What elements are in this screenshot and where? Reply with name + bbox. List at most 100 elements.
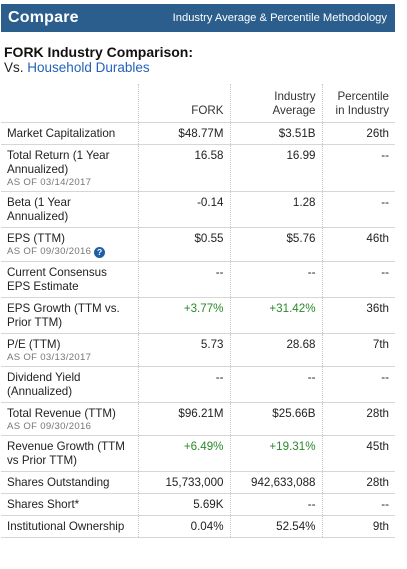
metric-label: Institutional Ownership xyxy=(7,520,132,534)
as-of-date: AS OF 09/30/2016 xyxy=(7,245,92,257)
help-icon[interactable]: ? xyxy=(94,246,106,258)
fork-value: $0.55 xyxy=(137,227,230,261)
comparison-vs-line: Vs. Household Durables xyxy=(4,60,150,75)
percentile-value: 28th xyxy=(321,402,395,435)
metric-label-text: Total Return (1 Year Annualized) xyxy=(7,148,110,176)
fork-value: +6.49% xyxy=(137,435,230,471)
comparison-table: FORK Industry Average Percentile in Indu… xyxy=(1,84,395,538)
industry-link[interactable]: Household Durables xyxy=(27,60,150,75)
percentile-value: -- xyxy=(321,493,395,515)
table-row: Revenue Growth (TTM vs Prior TTM) +6.49% +… xyxy=(1,435,395,471)
metric-cell: Total Revenue (TTM) AS OF 09/30/2016 xyxy=(1,402,138,435)
table-row: P/E (TTM) AS OF 03/13/2017 5.73 28.68 7th xyxy=(1,333,395,366)
fork-value: $96.21M xyxy=(137,402,230,435)
industry-average-value: -- xyxy=(229,366,322,402)
table-row: Current Consensus EPS Estimate -- -- -- xyxy=(1,261,395,297)
table-row: EPS (TTM) AS OF 09/30/2016? $0.55 $5.76 46th xyxy=(1,227,395,261)
fork-value: 16.58 xyxy=(137,144,230,191)
industry-average-value: 28.68 xyxy=(229,333,322,366)
metric-label: Market Capitalization xyxy=(7,127,132,141)
metric-label-text: Market Capitalization xyxy=(7,126,116,140)
fork-value: $48.77M xyxy=(137,122,230,144)
fork-value: -- xyxy=(137,366,230,402)
header-symbol: FORK xyxy=(137,84,230,122)
metric-cell: Shares Outstanding xyxy=(1,471,138,493)
table-row: Shares Outstanding 15,733,000 942,633,088 2… xyxy=(1,471,395,493)
metric-label: Beta (1 Year Annualized) xyxy=(7,196,132,224)
industry-average-value: $5.76 xyxy=(229,227,322,261)
percentile-value: -- xyxy=(321,366,395,402)
metric-label: Shares Outstanding xyxy=(7,476,132,490)
table-row: Dividend Yield (Annualized) -- -- -- xyxy=(1,366,395,402)
comparison-title: FORK Industry Comparison: xyxy=(4,44,194,60)
fork-value: -0.14 xyxy=(137,191,230,227)
table-row: Institutional Ownership 0.04% 52.54% 9th xyxy=(1,515,395,537)
metric-cell: EPS (TTM) AS OF 09/30/2016? xyxy=(1,227,138,261)
fork-value: -- xyxy=(137,261,230,297)
industry-average-value: -- xyxy=(229,261,322,297)
industry-average-value: 1.28 xyxy=(229,191,322,227)
metric-label-text: Institutional Ownership xyxy=(7,519,125,533)
metric-label: EPS Growth (TTM vs. Prior TTM) xyxy=(7,302,132,330)
metric-label: EPS (TTM) xyxy=(7,232,132,246)
industry-average-value: +19.31% xyxy=(229,435,322,471)
header-percentile: Percentile in Industry xyxy=(321,84,395,122)
metric-label: Dividend Yield (Annualized) xyxy=(7,371,132,399)
industry-average-value: 52.54% xyxy=(229,515,322,537)
metric-label: Total Return (1 Year Annualized) xyxy=(7,149,132,177)
percentile-value: -- xyxy=(321,191,395,227)
fork-value: +3.77% xyxy=(137,297,230,333)
table-header-row: FORK Industry Average Percentile in Indu… xyxy=(1,84,395,122)
metric-cell: Revenue Growth (TTM vs Prior TTM) xyxy=(1,435,138,471)
methodology-link[interactable]: Industry Average & Percentile Methodolog… xyxy=(172,12,387,24)
fork-value: 5.73 xyxy=(137,333,230,366)
metric-label: P/E (TTM) xyxy=(7,338,132,352)
metric-cell: Shares Short* xyxy=(1,493,138,515)
metric-cell: Institutional Ownership xyxy=(1,515,138,537)
metric-cell: EPS Growth (TTM vs. Prior TTM) xyxy=(1,297,138,333)
percentile-value: 7th xyxy=(321,333,395,366)
as-of-date: AS OF 03/13/2017 xyxy=(7,351,92,363)
fork-value: 5.69K xyxy=(137,493,230,515)
percentile-value: 46th xyxy=(321,227,395,261)
percentile-value: -- xyxy=(321,144,395,191)
metric-cell: Beta (1 Year Annualized) xyxy=(1,191,138,227)
metric-label-text: Shares Short* xyxy=(7,497,80,511)
metric-cell: Current Consensus EPS Estimate xyxy=(1,261,138,297)
metric-label-text: Shares Outstanding xyxy=(7,475,110,489)
metric-cell: P/E (TTM) AS OF 03/13/2017 xyxy=(1,333,138,366)
fork-value: 15,733,000 xyxy=(137,471,230,493)
percentile-value: 28th xyxy=(321,471,395,493)
table-row: Total Return (1 Year Annualized) AS OF 03… xyxy=(1,144,395,191)
table-row: EPS Growth (TTM vs. Prior TTM) +3.77% +31.… xyxy=(1,297,395,333)
metric-cell: Dividend Yield (Annualized) xyxy=(1,366,138,402)
metric-label-text: EPS Growth (TTM vs. Prior TTM) xyxy=(7,301,120,329)
table-row: Total Revenue (TTM) AS OF 09/30/2016 $96.2… xyxy=(1,402,395,435)
metric-label: Shares Short* xyxy=(7,498,132,512)
vs-prefix: Vs. xyxy=(4,60,24,75)
fork-value: 0.04% xyxy=(137,515,230,537)
as-of-date: AS OF 09/30/2016 xyxy=(7,420,92,432)
table-row: Market Capitalization $48.77M $3.51B 26th xyxy=(1,122,395,144)
industry-average-value: 942,633,088 xyxy=(229,471,322,493)
industry-average-value: +31.42% xyxy=(229,297,322,333)
percentile-value: -- xyxy=(321,261,395,297)
metric-label-text: P/E (TTM) xyxy=(7,337,61,351)
metric-label: Revenue Growth (TTM vs Prior TTM) xyxy=(7,440,132,468)
metric-label: Current Consensus EPS Estimate xyxy=(7,266,132,294)
table-row: Beta (1 Year Annualized) -0.14 1.28 -- xyxy=(1,191,395,227)
as-of-date: AS OF 03/14/2017 xyxy=(7,176,92,188)
industry-average-value: $25.66B xyxy=(229,402,322,435)
compare-title: Compare xyxy=(8,9,79,26)
percentile-value: 9th xyxy=(321,515,395,537)
as-of-line: AS OF 09/30/2016? xyxy=(7,246,132,258)
metric-label-text: Revenue Growth (TTM vs Prior TTM) xyxy=(7,439,125,467)
metric-cell: Total Return (1 Year Annualized) AS OF 03… xyxy=(1,144,138,191)
metric-label-text: EPS (TTM) xyxy=(7,231,65,245)
metric-label-text: Total Revenue (TTM) xyxy=(7,406,116,420)
metric-label: Total Revenue (TTM) xyxy=(7,407,132,421)
table-row: Shares Short* 5.69K -- -- xyxy=(1,493,395,515)
header-metric xyxy=(1,84,138,122)
compare-header: Compare Industry Average & Percentile Me… xyxy=(1,4,395,32)
header-industry-average: Industry Average xyxy=(229,84,322,122)
